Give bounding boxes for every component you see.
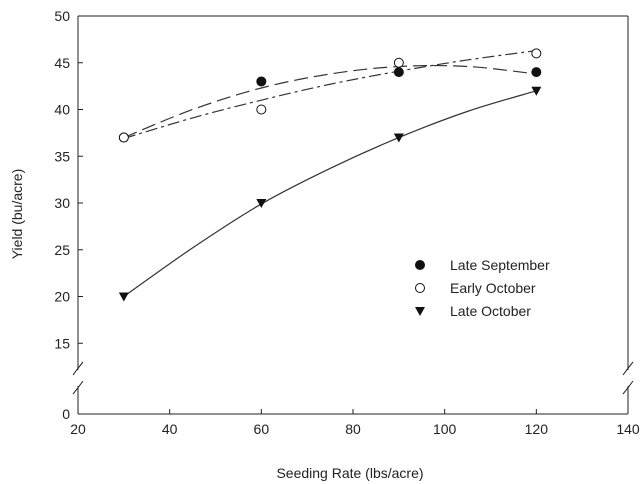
point-late-october — [118, 292, 129, 302]
legend: Late September Early October Late October — [415, 257, 550, 319]
break-mark-right-bottom — [622, 380, 634, 395]
break-mark-left-top — [72, 361, 84, 376]
y-tick-label: 50 — [54, 8, 70, 24]
x-tick-label: 120 — [525, 421, 549, 437]
y-tick-label: 15 — [54, 335, 70, 351]
data-points — [118, 48, 542, 302]
legend-marker-early-october — [415, 283, 425, 293]
point-late-september — [256, 76, 267, 87]
fit-curves — [123, 50, 537, 297]
fit-curve-early-october — [123, 50, 537, 140]
point-late-september — [531, 67, 542, 78]
y-tick-label: 45 — [54, 55, 70, 71]
x-tick-label: 20 — [70, 421, 86, 437]
break-mark-right-top — [622, 361, 634, 376]
legend-label-early-october: Early October — [450, 280, 536, 296]
y-tick-label: 30 — [54, 195, 70, 211]
fit-curve-late-september — [123, 64, 537, 139]
break-mark-left-bottom — [72, 380, 84, 395]
x-tick-label: 40 — [162, 421, 178, 437]
fit-curve-late-october — [123, 90, 537, 297]
x-tick-label: 60 — [254, 421, 270, 437]
y-tick-label: 35 — [54, 148, 70, 164]
point-late-october — [393, 133, 404, 143]
x-tick-label: 80 — [345, 421, 361, 437]
point-late-october — [531, 86, 542, 96]
point-early-october — [256, 104, 267, 115]
y-tick-label: 20 — [54, 289, 70, 305]
y-tick-label: 0 — [62, 406, 70, 422]
axes — [72, 15, 634, 415]
point-early-october — [531, 48, 542, 59]
x-axis-title: Seeding Rate (lbs/acre) — [276, 465, 423, 481]
x-tick-label: 140 — [616, 421, 640, 437]
point-early-october — [118, 132, 129, 143]
legend-marker-late-october — [415, 307, 425, 316]
y-axis-title: Yield (bu/acre) — [9, 169, 25, 260]
axis-ticks: 20 40 60 80 100 120 140 0 15 20 25 30 35 40 45 50 — [54, 8, 639, 437]
y-tick-label: 40 — [54, 102, 70, 118]
x-tick-label: 100 — [433, 421, 457, 437]
y-tick-label: 25 — [54, 242, 70, 258]
legend-label-late-october: Late October — [450, 303, 531, 319]
point-late-october — [256, 199, 267, 208]
point-early-october — [393, 57, 404, 68]
legend-marker-late-september — [415, 260, 425, 270]
legend-label-late-september: Late September — [450, 257, 550, 273]
point-late-september — [393, 67, 404, 78]
